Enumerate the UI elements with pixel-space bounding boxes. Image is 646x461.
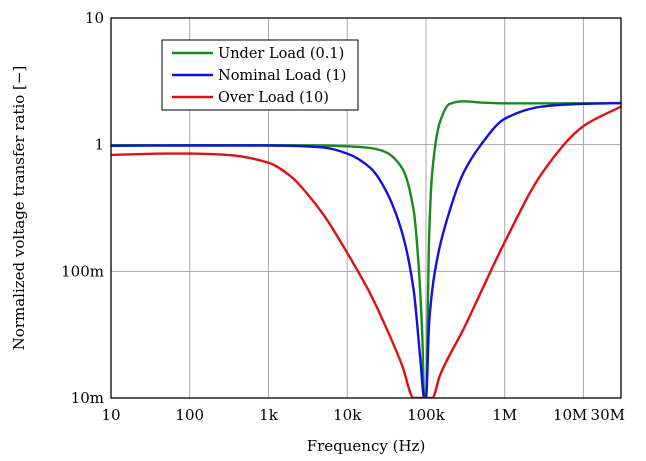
legend: Under Load (0.1) Nominal Load (1) Over Loa… [162,40,358,110]
y-tick-label: 10 [85,9,104,27]
x-tick-label: 1M [492,406,517,424]
legend-label-2: Over Load (10) [218,90,329,106]
x-tick-label: 100k [407,406,446,424]
x-axis-title: Frequency (Hz) [307,437,426,455]
y-tick-label: 1 [94,136,104,154]
x-tick-label: 10k [333,406,362,424]
legend-label-1: Nominal Load (1) [218,68,346,84]
x-tick-label: 100 [175,406,204,424]
x-tick-label: 30M [591,406,625,424]
x-tick-label: 10M [553,406,587,424]
x-tick-label: 10 [101,406,120,424]
y-tick-label: 10m [71,389,104,407]
y-axis-title: Normalized voltage transfer ratio [−] [10,66,28,351]
series-line-2 [111,107,621,398]
series-layer [111,101,621,398]
y-tick-label: 100m [61,262,104,280]
legend-label-0: Under Load (0.1) [218,46,344,62]
x-tick-label: 1k [259,406,279,424]
